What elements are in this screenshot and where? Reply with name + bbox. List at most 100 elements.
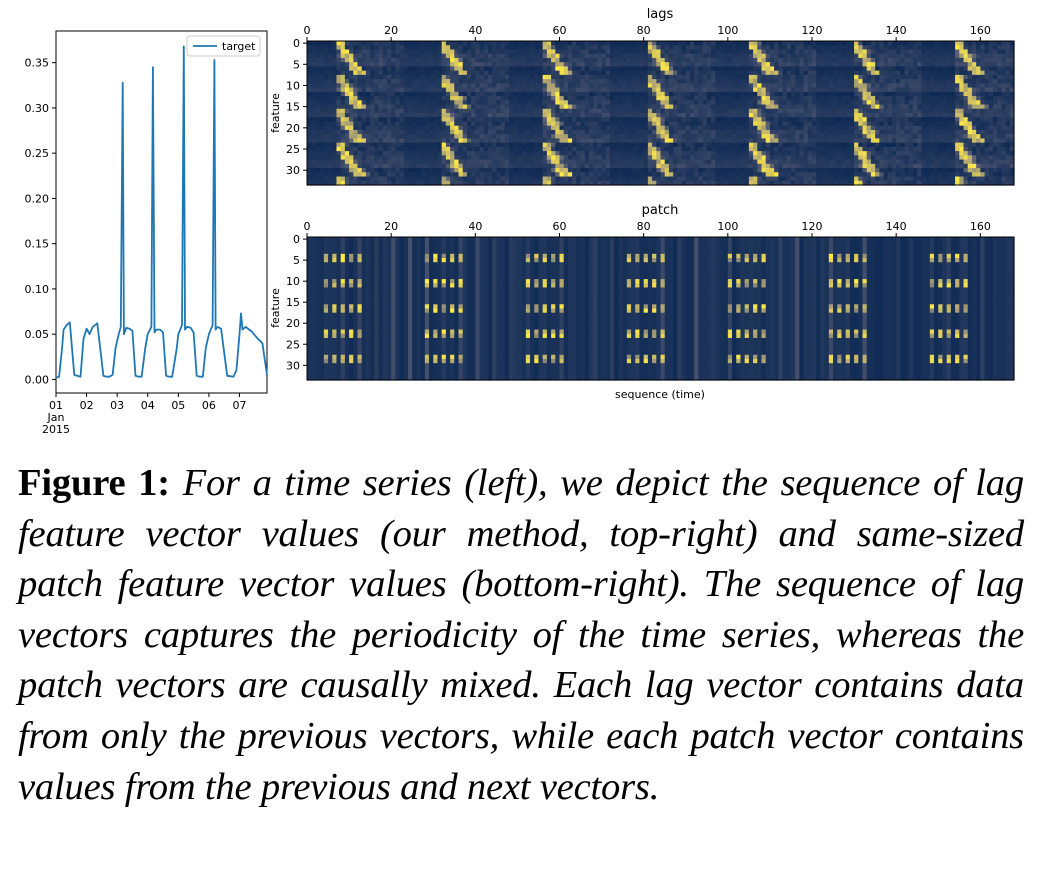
lags-cell: [887, 104, 893, 110]
lags-cell: [950, 66, 956, 72]
lags-cell: [870, 49, 876, 55]
lags-cell: [424, 62, 430, 68]
lags-cell: [458, 41, 464, 46]
lags-cell: [992, 41, 998, 46]
lags-cell: [475, 74, 481, 80]
lags-cell: [786, 117, 792, 123]
lags-cell: [525, 41, 531, 46]
lags-cell: [454, 53, 460, 59]
lags-cell: [841, 70, 847, 76]
lags-cell: [424, 96, 430, 101]
lags-cell: [929, 146, 935, 152]
lags-cell: [1005, 113, 1011, 118]
lags-cell: [925, 125, 931, 131]
lags-cell: [668, 49, 674, 55]
lags-cell: [349, 129, 354, 135]
lags-cell: [492, 163, 497, 169]
lags-cell: [429, 57, 434, 63]
lags-cell: [761, 134, 767, 140]
lags-cell: [955, 70, 960, 76]
lags-cell: [689, 129, 695, 135]
lags-cell: [534, 117, 540, 123]
lags-cell: [332, 146, 338, 152]
lags-cell: [584, 83, 590, 89]
lags-cell: [887, 45, 893, 51]
lags-cell: [542, 146, 548, 152]
lags-cell: [509, 129, 514, 135]
lags-cell: [332, 134, 338, 140]
lags-cell: [702, 66, 708, 72]
lags-cell: [757, 53, 763, 59]
lags-cell: [504, 66, 510, 72]
lags-cell: [340, 41, 346, 46]
lags-cell: [374, 45, 380, 51]
lags-cell: [790, 100, 796, 106]
lags-cell: [559, 163, 565, 169]
lags-cell: [597, 45, 603, 51]
lags-cell: [685, 151, 691, 156]
lags-cell: [546, 138, 552, 144]
lags-cell: [883, 79, 889, 84]
lags-cell: [790, 87, 796, 93]
lags-cell: [925, 70, 931, 76]
lags-cell: [668, 138, 674, 144]
lags-cell: [530, 100, 535, 106]
lags-cell: [934, 134, 939, 140]
lags-cell: [959, 100, 965, 106]
lags-cell: [971, 79, 977, 84]
lags-cell: [795, 70, 800, 76]
lags-cell: [403, 142, 409, 148]
lags-cell: [450, 74, 455, 80]
lags-cell: [946, 49, 952, 55]
lags-cell: [487, 163, 493, 169]
lags-cell: [349, 70, 354, 76]
lags-cell: [917, 49, 923, 55]
lags-cell: [685, 74, 691, 80]
lags-cell: [795, 57, 800, 63]
lags-cell: [689, 125, 695, 131]
lags-cell: [816, 70, 822, 76]
lags-cell: [525, 87, 531, 93]
lags-cell: [946, 41, 952, 46]
lags-cell: [997, 83, 1002, 89]
lags-cell: [353, 159, 359, 165]
lags-cell: [854, 108, 859, 114]
lags-cell: [660, 142, 666, 148]
lags-cell: [483, 104, 489, 110]
lags-cell: [908, 100, 914, 106]
lags-cell: [336, 62, 342, 68]
lags-cell: [946, 83, 952, 89]
lags-cell: [929, 134, 935, 140]
lags-cell: [748, 66, 754, 72]
lags-cell: [605, 87, 611, 93]
lags-cell: [332, 45, 338, 51]
lags-cell: [1005, 155, 1011, 161]
lags-cell: [513, 87, 519, 93]
lags-cell: [761, 159, 767, 165]
lags-cell: [824, 96, 830, 101]
lags-cell: [854, 45, 859, 51]
lags-cell: [652, 104, 657, 110]
lags-cell: [887, 125, 893, 131]
lags-cell: [976, 91, 981, 97]
lags-cell: [837, 117, 843, 123]
lags-cell: [315, 53, 321, 59]
lags-cell: [786, 113, 792, 118]
lags-cell: [340, 117, 346, 123]
lags-cell: [378, 121, 384, 127]
lags-cell: [307, 96, 312, 101]
lags-cell: [694, 104, 699, 110]
lags-cell: [938, 129, 944, 135]
lags-cell: [997, 91, 1002, 97]
lags-cell: [635, 49, 641, 55]
lags-cell: [812, 66, 817, 72]
lags-cell: [934, 91, 939, 97]
lags-cell: [328, 163, 333, 169]
lags-cell: [593, 100, 598, 106]
lags-cell: [824, 104, 830, 110]
lags-cell: [980, 155, 986, 161]
lags-cell: [450, 125, 455, 131]
lags-cell: [307, 74, 312, 80]
lags-cell: [652, 62, 657, 68]
lags-cell: [908, 62, 914, 68]
